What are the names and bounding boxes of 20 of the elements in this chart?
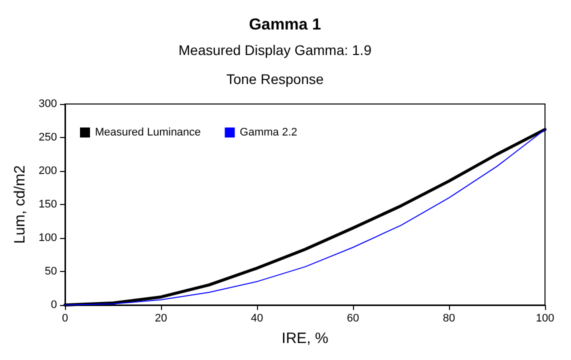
x-tick-label: 60: [346, 312, 360, 324]
y-tick-label: 300: [38, 98, 57, 110]
legend-label: Measured Luminance: [95, 126, 201, 138]
x-tick-label: 0: [62, 312, 68, 324]
legend-label: Gamma 2.2: [240, 126, 298, 138]
y-tick-label: 200: [38, 165, 57, 177]
text: Tone Response: [226, 71, 324, 87]
x-tick-label: 20: [154, 312, 168, 324]
y-tick-label: 250: [38, 132, 57, 144]
x-tick-label: 100: [536, 312, 554, 324]
x-tick-label: 40: [250, 312, 264, 324]
y-tick-label: 0: [50, 299, 57, 311]
y-axis-title: Lum, cd/m2: [12, 165, 29, 244]
chart-title: Gamma 1: [248, 16, 322, 34]
y-tick-label: 100: [38, 232, 57, 244]
y-tick-label: 50: [44, 266, 57, 278]
x-axis-title: IRE, %: [282, 330, 328, 347]
y-tick-label: 150: [38, 198, 57, 210]
chart-subtitle: Measured Display Gamma: 1.9: [178, 42, 372, 58]
x-tick-label: 80: [442, 312, 456, 324]
